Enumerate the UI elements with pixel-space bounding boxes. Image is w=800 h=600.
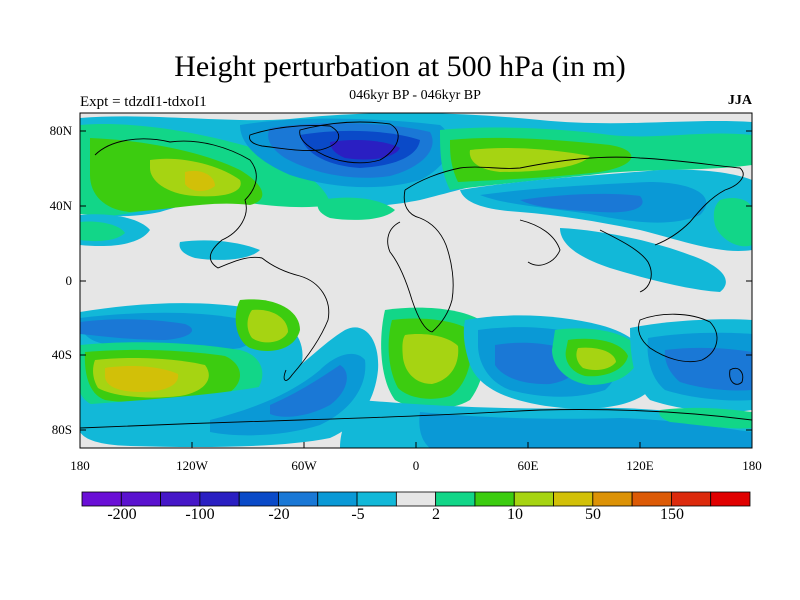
lat-tick-label: 40S — [51, 347, 72, 362]
colorbar-box — [671, 491, 712, 507]
colorbar-box — [553, 491, 594, 507]
lat-tick-label: 0 — [65, 273, 73, 288]
colorbar-box — [278, 491, 319, 507]
lon-tick-label: 180 — [742, 458, 762, 473]
lat-tick-label: 40N — [49, 198, 72, 213]
contour-region — [419, 412, 752, 448]
colorbar-box — [356, 491, 397, 507]
experiment-label: Expt = tdzdI1-tdxoI1 — [80, 94, 207, 110]
contour-region — [80, 221, 125, 242]
colorbar-label: -100 — [185, 506, 215, 523]
contour-region — [80, 319, 193, 340]
lon-tick-label: 120E — [626, 458, 654, 473]
map-subtitle: 046kyr BP - 046kyr BP — [349, 88, 481, 103]
lon-tick-label: 60E — [517, 458, 539, 473]
lon-tick-label: 0 — [412, 458, 420, 473]
colorbar-label: 10 — [507, 506, 523, 523]
lon-tick-marks — [79, 442, 753, 448]
contour-region — [664, 347, 752, 391]
lon-tick-label: 180 — [70, 458, 90, 473]
colorbar-box — [160, 491, 201, 507]
contour-region — [330, 140, 400, 160]
colorbar-box — [474, 491, 515, 507]
lat-tick-label: 80S — [51, 422, 72, 437]
colorbar-label: -5 — [351, 506, 365, 523]
lat-tick-marks — [80, 130, 752, 431]
colorbar-box — [395, 491, 437, 507]
contour-region — [270, 365, 347, 417]
colorbar-box — [592, 491, 633, 507]
contour-region — [469, 147, 590, 172]
colorbar-box — [317, 491, 358, 507]
colorbar-box — [199, 491, 240, 507]
contour-region — [105, 366, 179, 392]
contour-region — [520, 193, 643, 213]
contour-region — [560, 228, 726, 292]
contour-region — [317, 197, 395, 220]
contour-region — [576, 347, 616, 370]
colorbar-box — [81, 491, 122, 507]
colorbar-box — [435, 491, 476, 507]
colorbar-box — [710, 491, 751, 507]
lat-tick-label: 80N — [49, 123, 72, 138]
colorbar-box — [238, 491, 279, 507]
coastlines — [80, 121, 752, 429]
colorbar-label: -20 — [268, 506, 290, 523]
colorbar-label: -200 — [107, 506, 137, 523]
colorbar-box — [513, 491, 554, 507]
colorbar-label: 150 — [660, 506, 684, 523]
contour-region — [402, 334, 459, 384]
colorbar-label: 50 — [585, 506, 601, 523]
contour-region — [247, 309, 288, 343]
contour-region — [179, 240, 260, 260]
colorbar-box — [120, 491, 161, 507]
lon-tick-label: 120W — [176, 458, 208, 473]
season-label: JJA — [727, 93, 752, 108]
colorbar-box — [631, 491, 672, 507]
map-title: Height perturbation at 500 hPa (in m) — [174, 50, 626, 83]
lon-tick-label: 60W — [291, 458, 317, 473]
colorbar-label: 2 — [432, 506, 440, 523]
contour-field — [80, 113, 752, 448]
contour-region — [185, 170, 215, 192]
contour-region — [713, 198, 752, 247]
